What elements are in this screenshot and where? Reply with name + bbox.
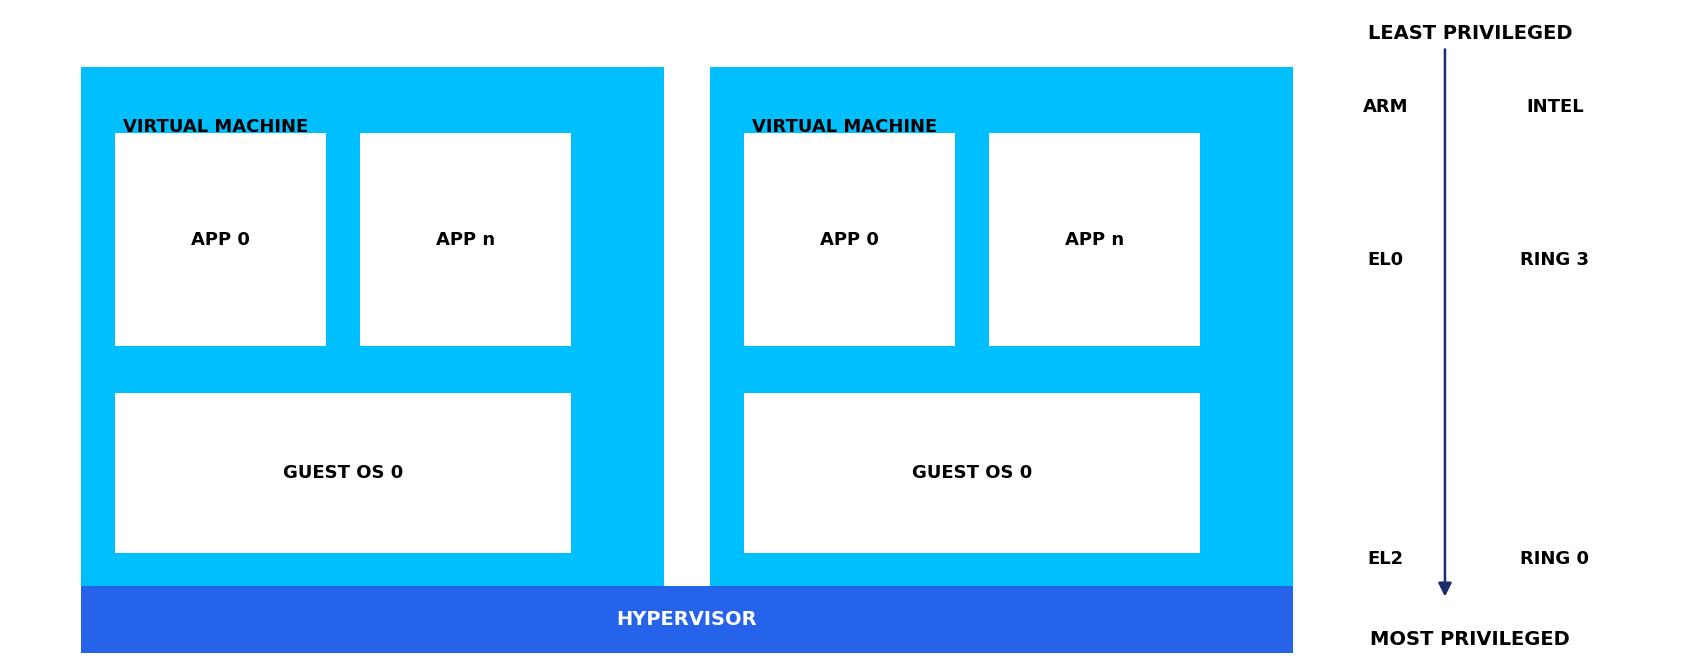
Text: EL2: EL2	[1366, 550, 1404, 569]
Bar	[115, 133, 326, 346]
Text: ARM: ARM	[1363, 97, 1407, 116]
Text: HYPERVISOR: HYPERVISOR	[616, 610, 757, 629]
Bar	[988, 133, 1199, 346]
Bar	[709, 67, 1292, 586]
Text: APP n: APP n	[436, 230, 495, 249]
Bar	[81, 586, 1292, 653]
Text: INTEL: INTEL	[1525, 97, 1583, 116]
Text: VIRTUAL MACHINE: VIRTUAL MACHINE	[123, 117, 309, 136]
Text: VIRTUAL MACHINE: VIRTUAL MACHINE	[752, 117, 937, 136]
Bar	[743, 133, 954, 346]
Bar	[115, 393, 571, 553]
Bar	[81, 67, 664, 586]
Text: MOST PRIVILEGED: MOST PRIVILEGED	[1370, 630, 1569, 649]
Text: RING 0: RING 0	[1520, 550, 1588, 569]
Bar	[743, 393, 1199, 553]
Text: APP n: APP n	[1064, 230, 1123, 249]
Text: GUEST OS 0: GUEST OS 0	[910, 464, 1032, 482]
Text: LEAST PRIVILEGED: LEAST PRIVILEGED	[1366, 24, 1572, 43]
Text: APP 0: APP 0	[191, 230, 250, 249]
Text: GUEST OS 0: GUEST OS 0	[282, 464, 404, 482]
FancyArrowPatch shape	[1439, 49, 1449, 594]
Text: EL0: EL0	[1366, 250, 1404, 269]
Bar	[360, 133, 571, 346]
Text: RING 3: RING 3	[1520, 250, 1588, 269]
Text: APP 0: APP 0	[819, 230, 878, 249]
